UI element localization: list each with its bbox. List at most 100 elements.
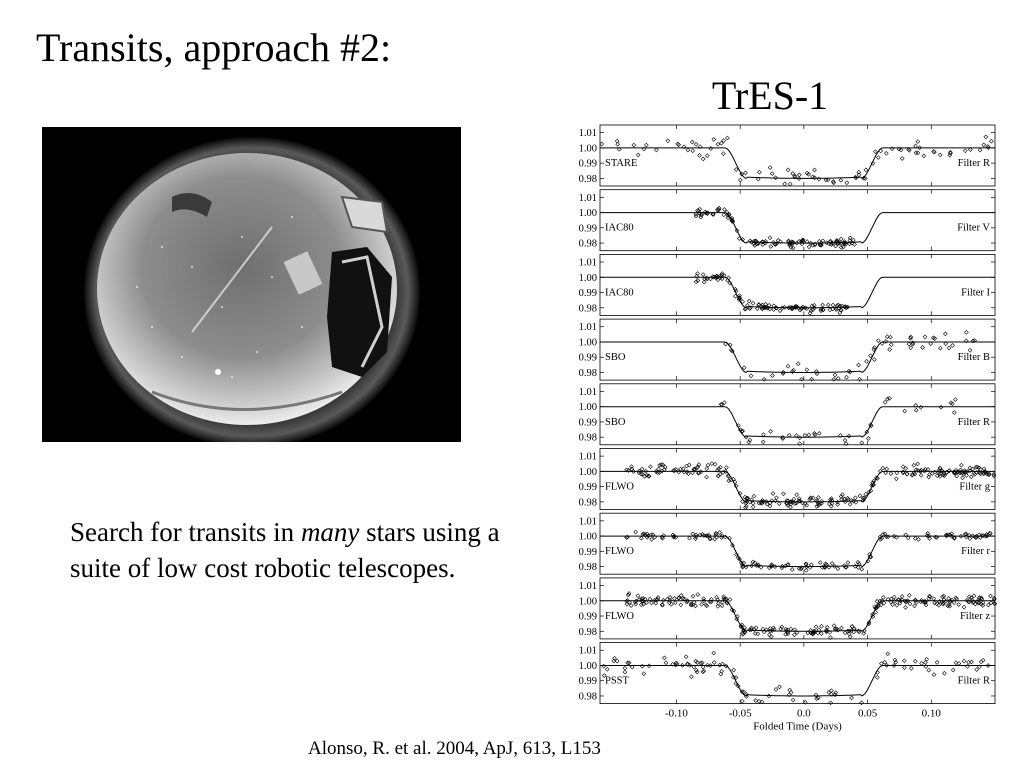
data-point: [931, 672, 937, 677]
data-point: [672, 600, 678, 606]
data-point: [959, 462, 964, 468]
data-point: [934, 601, 940, 607]
data-point: [824, 240, 829, 246]
data-point: [878, 148, 883, 154]
data-point: [807, 496, 813, 502]
data-point: [633, 529, 639, 535]
data-point: [985, 663, 991, 668]
data-point: [820, 307, 826, 313]
data-point: [894, 470, 900, 476]
data-point: [806, 432, 812, 438]
data-point: [830, 302, 836, 308]
data-point: [961, 658, 967, 664]
data-point: [711, 137, 717, 142]
data-point: [697, 532, 703, 538]
data-point: [774, 241, 779, 247]
data-point: [719, 402, 725, 408]
data-point: [704, 466, 710, 471]
data-point: [913, 143, 918, 149]
data-point: [885, 396, 890, 402]
data-point: [812, 241, 818, 247]
data-point: [874, 605, 879, 611]
data-point: [953, 397, 958, 402]
data-point: [684, 469, 690, 475]
data-point: [847, 235, 853, 241]
data-point: [715, 603, 721, 609]
data-point: [816, 627, 822, 633]
data-point: [697, 206, 703, 212]
data-point: [713, 530, 719, 536]
data-point: [802, 305, 808, 311]
data-point: [870, 614, 876, 619]
data-point: [685, 147, 691, 153]
data-point: [766, 565, 772, 571]
satellite-trail: [191, 226, 273, 333]
data-point: [774, 305, 779, 311]
data-point: [733, 681, 739, 686]
y-tick-label: 1.00: [579, 143, 597, 154]
data-point: [721, 212, 727, 218]
data-point: [760, 242, 766, 247]
data-point: [888, 471, 894, 476]
data-point: [976, 664, 982, 670]
data-point: [721, 594, 726, 600]
data-point: [749, 239, 754, 245]
data-point: [758, 564, 764, 570]
data-point: [849, 695, 854, 701]
data-point: [769, 562, 775, 567]
data-point: [934, 473, 940, 479]
data-point: [926, 533, 932, 539]
data-point: [637, 468, 642, 474]
data-point: [750, 559, 756, 565]
data-point: [604, 666, 610, 672]
data-point: [708, 146, 714, 151]
data-point: [625, 592, 631, 598]
data-point: [836, 306, 842, 311]
data-point: [665, 138, 671, 144]
data-point: [902, 665, 907, 670]
data-point: [755, 631, 761, 637]
data-point: [702, 209, 708, 215]
data-point: [785, 629, 791, 635]
data-point: [951, 535, 957, 540]
light-curve-panel: 1.01 1.00 0.99 0.98 IAC80 Filter I: [579, 253, 996, 316]
data-point: [963, 469, 969, 475]
data-point: [713, 532, 719, 537]
data-point: [786, 432, 792, 438]
data-point: [828, 700, 833, 706]
data-point: [864, 429, 870, 435]
data-point: [763, 305, 769, 310]
data-point: [711, 274, 717, 280]
data-point: [727, 535, 732, 541]
data-point: [833, 243, 838, 249]
y-tick-label: 1.00: [579, 273, 597, 284]
data-point: [659, 602, 665, 607]
data-point: [735, 683, 741, 689]
data-point: [761, 376, 767, 382]
data-point: [818, 242, 824, 248]
data-point: [690, 593, 696, 599]
data-point: [859, 700, 864, 706]
data-point: [868, 488, 874, 494]
data-point: [698, 212, 704, 218]
data-point: [690, 531, 696, 537]
data-point: [785, 627, 790, 633]
data-point: [842, 437, 848, 443]
data-point: [765, 305, 771, 311]
data-point: [954, 473, 960, 479]
data-point: [963, 338, 969, 344]
data-point: [695, 271, 700, 276]
data-point: [737, 556, 742, 562]
y-tick-label: 1.00: [579, 596, 597, 607]
data-point: [644, 600, 649, 605]
data-point: [696, 208, 702, 214]
data-point: [866, 620, 872, 625]
data-point: [846, 631, 852, 637]
data-point: [882, 399, 888, 405]
data-point: [831, 623, 837, 629]
data-point: [983, 134, 989, 140]
data-point: [612, 656, 617, 661]
data-point: [747, 627, 753, 633]
data-point: [949, 531, 955, 537]
data-point: [961, 604, 967, 610]
